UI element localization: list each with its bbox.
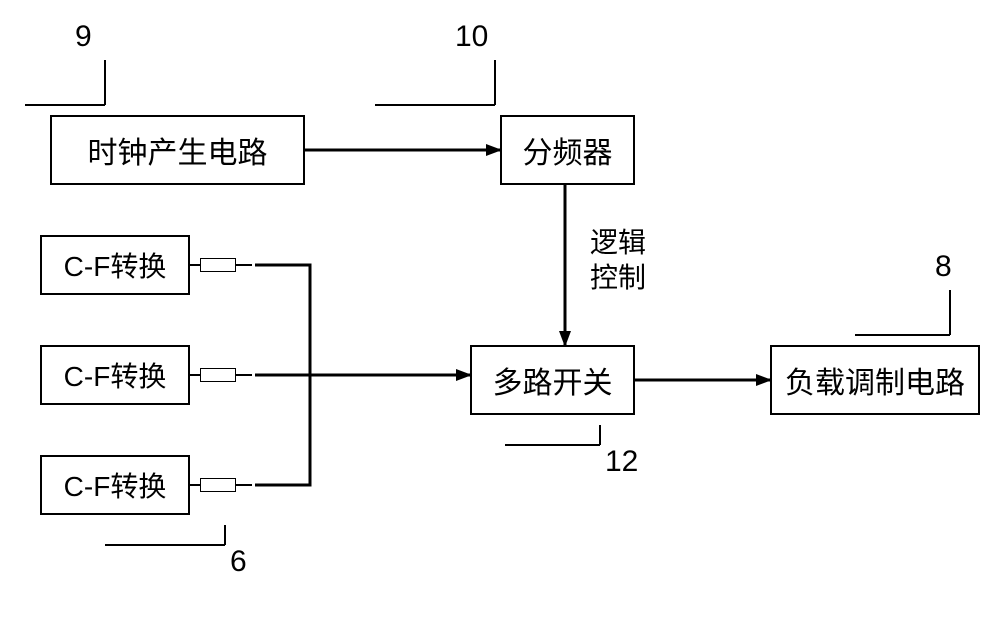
capacitor-icon <box>197 253 253 277</box>
box-cf3-label: C-F转换 <box>64 465 167 505</box>
box-load-mod-label: 负载调制电路 <box>785 358 965 402</box>
box-mux: 多路开关 <box>470 345 635 415</box>
diagram-canvas: 时钟产生电路 分频器 C-F转换 C-F转换 C-F转换 多路开关 负载调制电路… <box>0 0 1000 620</box>
box-divider-label: 分频器 <box>523 128 613 172</box>
box-cf2: C-F转换 <box>40 345 190 405</box>
capacitor-icon <box>197 473 253 497</box>
callout-num-6: 6 <box>230 545 247 579</box>
capacitor-icon <box>197 363 253 387</box>
box-clock-gen-label: 时钟产生电路 <box>88 128 268 172</box>
box-cf2-label: C-F转换 <box>64 355 167 395</box>
connector-layer <box>0 0 1000 620</box>
callout-num-12: 12 <box>605 445 638 479</box>
callout-num-9: 9 <box>75 20 92 54</box>
box-cf1-label: C-F转换 <box>64 245 167 285</box>
box-load-mod: 负载调制电路 <box>770 345 980 415</box>
box-divider: 分频器 <box>500 115 635 185</box>
side-label-logic-control: 逻辑 控制 <box>590 225 646 295</box>
leg-cf1 <box>255 265 310 375</box>
box-cf3: C-F转换 <box>40 455 190 515</box>
box-cf1: C-F转换 <box>40 235 190 295</box>
callout-num-8: 8 <box>935 250 952 284</box>
box-mux-label: 多路开关 <box>493 358 613 402</box>
callout-num-10: 10 <box>455 20 488 54</box>
box-clock-gen: 时钟产生电路 <box>50 115 305 185</box>
leg-cf3 <box>255 375 310 485</box>
